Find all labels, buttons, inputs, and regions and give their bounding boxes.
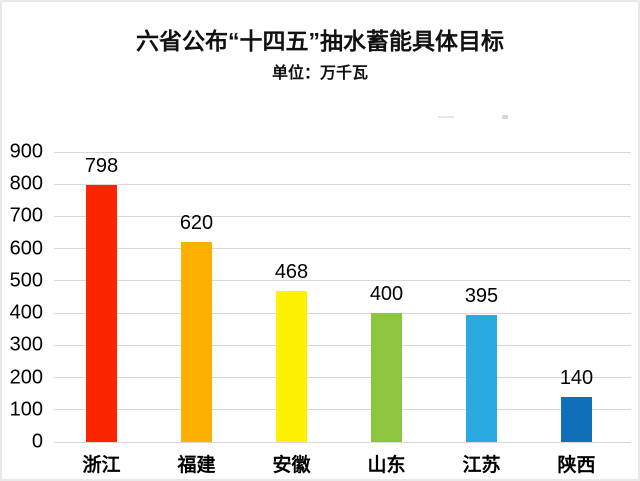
- faint-watermark: [438, 116, 454, 118]
- gridline: [54, 280, 631, 282]
- gridline: [54, 151, 631, 153]
- bar-2: [181, 242, 212, 442]
- y-tick-label: 400: [9, 301, 43, 324]
- bar-value-label: 620: [179, 212, 214, 235]
- bar-3: [276, 291, 307, 442]
- gridline: [54, 183, 631, 185]
- bar-value-label: 140: [559, 366, 594, 389]
- bar-1: [86, 184, 117, 442]
- gridline: [54, 377, 631, 379]
- chart-title: 六省公布“十四五”抽水蓄能具体目标: [136, 28, 504, 54]
- x-tick-label: 浙江: [82, 454, 121, 476]
- gridline: [54, 248, 631, 250]
- x-tick-label: 福建: [177, 454, 216, 476]
- gridline: [54, 344, 631, 346]
- x-tick-label: 山东: [367, 454, 406, 476]
- y-tick-label: 200: [9, 366, 43, 389]
- bar-4: [371, 313, 402, 442]
- plot-area: 798 620 468 400 395 140: [54, 151, 631, 443]
- bar-value-label: 400: [369, 283, 404, 306]
- y-tick-label: 600: [9, 237, 43, 260]
- y-tick-label: 900: [9, 140, 43, 163]
- gridline: [54, 312, 631, 314]
- y-tick-label: 100: [9, 398, 43, 421]
- bar-value-label: 798: [84, 154, 119, 177]
- x-axis: 浙江 福建 安徽 山东 江苏 陕西: [54, 450, 631, 476]
- gridline: [54, 441, 631, 443]
- bar-5: [466, 314, 497, 442]
- x-tick-label: 安徽: [272, 454, 311, 476]
- bar-6: [561, 396, 592, 442]
- bar-value-label: 468: [274, 261, 309, 284]
- y-tick-label: 0: [31, 430, 43, 453]
- faint-watermark: [502, 115, 508, 119]
- bar-value-label: 395: [464, 284, 499, 307]
- y-tick-label: 800: [9, 172, 43, 195]
- y-axis: 0 100 200 300 400 500 600 700 800 900: [0, 142, 45, 452]
- y-tick-label: 700: [9, 205, 43, 228]
- y-tick-label: 500: [9, 269, 43, 292]
- x-tick-label: 陕西: [557, 454, 596, 476]
- chart-subtitle: 单位：万千瓦: [271, 65, 368, 82]
- x-tick-label: 江苏: [462, 454, 501, 476]
- gridline: [54, 409, 631, 411]
- y-tick-label: 300: [9, 333, 43, 356]
- gridline: [54, 215, 631, 217]
